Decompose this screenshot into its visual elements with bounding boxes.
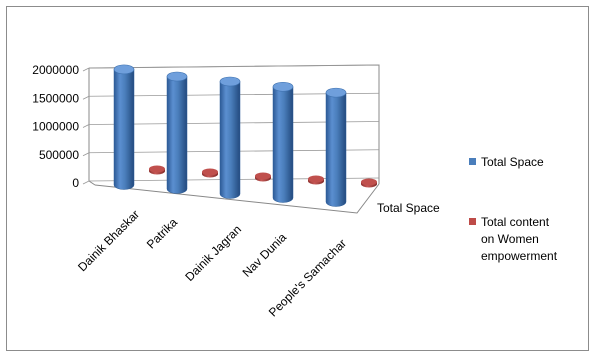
legend-swatch-total-space [469, 158, 476, 165]
x-tick-label: Nav Dunia [240, 230, 290, 280]
legend-label-women-empowerment-line: on Women [481, 232, 539, 246]
cylinder-top [166, 71, 188, 82]
bar-women-empowerment [202, 168, 218, 178]
cylinder-top [219, 76, 241, 87]
y-axis-ticks: 0 500000 1000000 1500000 2000000 [32, 63, 79, 190]
depth-axis-label: Total Space [377, 201, 440, 215]
y-tick-label: 500000 [39, 148, 79, 162]
legend: Total Space Total content on Women empowerm… [469, 155, 558, 263]
series-total-space [113, 64, 347, 207]
cylinder-body [113, 69, 135, 190]
floor-edge [94, 183, 380, 214]
cylinder-body [272, 86, 294, 203]
disk-top [361, 178, 377, 186]
bar-total-space [166, 71, 188, 194]
y-tick-mark [82, 67, 90, 72]
cylinder-top [272, 81, 294, 92]
disk-top [255, 172, 271, 180]
y-tick-mark [82, 124, 90, 128]
bar-women-empowerment [149, 165, 165, 175]
disk-top [149, 165, 165, 173]
cylinder-body [166, 76, 188, 194]
bar-women-empowerment [361, 178, 377, 188]
bar-total-space [113, 64, 135, 190]
chart: 0 500000 1000000 1500000 2000000 Dainik Bhas… [32, 63, 558, 319]
legend-label-total-space: Total Space [481, 155, 544, 169]
legend-swatch-women-empowerment [469, 218, 476, 225]
bar-women-empowerment [255, 172, 271, 182]
y-tick-label: 1000000 [32, 120, 79, 134]
y-tick-mark [82, 180, 90, 185]
y-tick-mark [82, 152, 90, 157]
x-tick-label: Dainik Bhaskar [75, 207, 142, 274]
x-tick-label: Patrika [144, 215, 181, 252]
bar-total-space [272, 81, 294, 203]
left-wall-edge [88, 68, 96, 186]
y-tick-mark [82, 95, 90, 100]
cylinder-top [325, 87, 347, 98]
bar-total-space [219, 76, 241, 199]
cylinder-top [113, 64, 135, 75]
series-women-empowerment [149, 165, 377, 188]
y-tick-label: 1500000 [32, 91, 79, 105]
x-tick-label: Dainik Jagran [182, 222, 244, 284]
legend-label-women-empowerment-line: empowerment [481, 249, 558, 263]
gridline [88, 64, 380, 69]
cylinder-body [219, 81, 241, 199]
disk-top [308, 175, 324, 183]
disk-top [202, 168, 218, 176]
y-tick-label: 2000000 [32, 63, 79, 77]
y-tick-label: 0 [72, 176, 79, 190]
legend-label-women-empowerment-line: Total content [481, 215, 550, 229]
chart-frame: 0 500000 1000000 1500000 2000000 Dainik Bhas… [6, 6, 589, 351]
cylinder-body [325, 92, 347, 207]
bar-women-empowerment [308, 175, 324, 185]
bar-total-space [325, 87, 347, 207]
